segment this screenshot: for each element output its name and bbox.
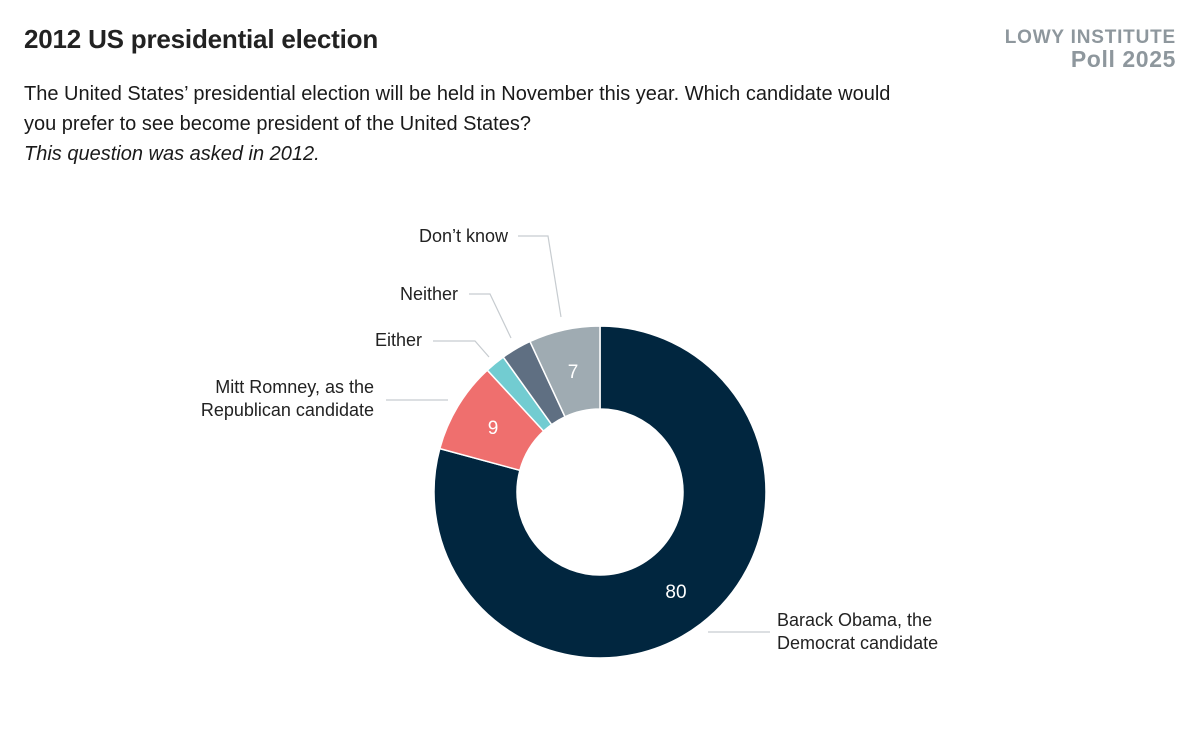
chart-subtitle: The United States’ presidential election… xyxy=(24,79,924,169)
value-label-romney: 9 xyxy=(488,418,499,439)
brand-logo: LOWY INSTITUTE Poll 2025 xyxy=(1005,28,1176,71)
category-label-neither: Neither xyxy=(400,284,458,304)
question-text: The United States’ presidential election… xyxy=(24,83,891,135)
leader-line-dont-know xyxy=(518,235,562,318)
category-label-obama: Barack Obama, the Democrat candidate xyxy=(777,610,938,653)
chart-title: 2012 US presidential election xyxy=(24,24,379,54)
value-label-dont-know: 7 xyxy=(568,362,579,383)
brand-name: LOWY INSTITUTE xyxy=(1004,27,1176,48)
value-label-obama: 80 xyxy=(665,582,686,603)
category-label-romney: Mitt Romney, as the Republican candidate xyxy=(201,377,374,420)
slice-obama xyxy=(433,325,767,659)
leader-line-neither xyxy=(469,293,512,339)
category-label-dont-know: Don’t know xyxy=(419,226,509,246)
leader-line-either xyxy=(433,340,490,358)
slice-dont-know xyxy=(528,325,601,418)
category-label-either: Either xyxy=(375,330,422,350)
question-note: This question was asked in 2012. xyxy=(24,143,320,165)
brand-poll: Poll 2025 xyxy=(1070,46,1176,72)
